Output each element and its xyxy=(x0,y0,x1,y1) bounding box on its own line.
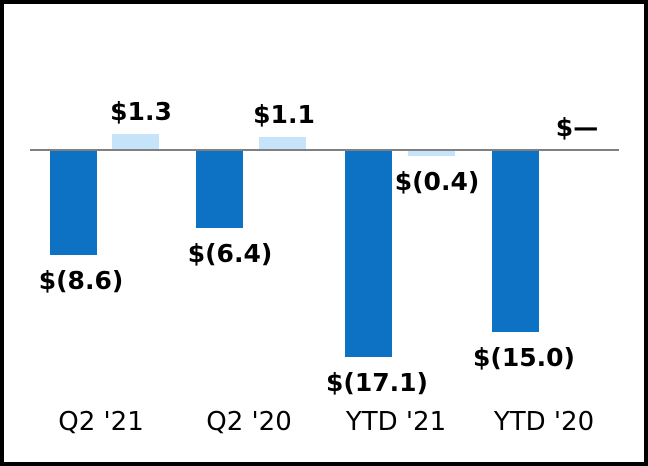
category-label: YTD '21 xyxy=(345,407,447,437)
category-label: Q2 '20 xyxy=(206,407,292,437)
category-label: Q2 '21 xyxy=(58,407,144,437)
dark-blue-series-bar xyxy=(345,151,392,358)
dark-blue-series-bar xyxy=(196,151,243,229)
value-label: $(17.1) xyxy=(326,368,428,398)
value-label: $(6.4) xyxy=(187,239,273,269)
light-blue-series-bar xyxy=(112,134,159,150)
value-label: $1.1 xyxy=(253,99,315,129)
zero-axis-line xyxy=(30,149,619,151)
dark-blue-series-bar xyxy=(50,151,97,255)
value-label: $— xyxy=(555,113,599,142)
light-blue-series-bar xyxy=(408,151,455,156)
value-label: $1.3 xyxy=(110,97,172,127)
value-label: $(0.4) xyxy=(394,166,480,196)
category-label: YTD '20 xyxy=(493,407,595,437)
light-blue-series-bar xyxy=(259,136,306,150)
dark-blue-series-bar xyxy=(492,151,539,332)
value-label: $(15.0) xyxy=(473,342,575,372)
value-label: $(8.6) xyxy=(38,265,124,295)
